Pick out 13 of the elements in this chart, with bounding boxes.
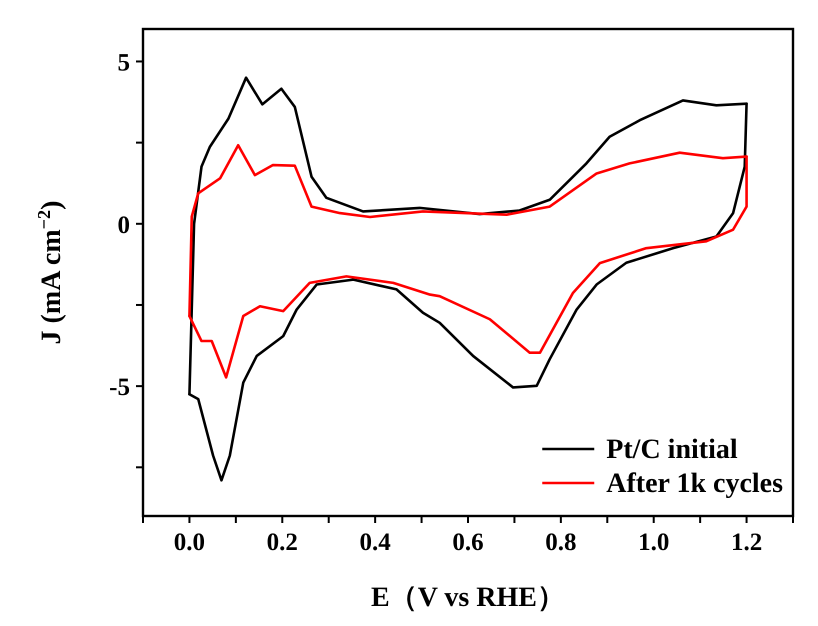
- legend-label: Pt/C initial: [606, 434, 738, 465]
- x-tick-label: 0.6: [452, 529, 484, 556]
- x-tick-label: 0.8: [545, 529, 576, 556]
- x-axis-title: E（V vs RHE）: [371, 582, 565, 613]
- x-tick-label: 1.0: [638, 529, 670, 556]
- y-tick-label: 0: [118, 212, 130, 239]
- x-tick-label: 0.2: [266, 529, 298, 556]
- legend-label: After 1k cycles: [606, 468, 784, 499]
- y-tick-label: -5: [109, 374, 130, 402]
- x-tick-label: 1.2: [730, 529, 762, 556]
- y-tick-label: 5: [118, 49, 130, 76]
- x-tick-label: 0.0: [174, 529, 206, 556]
- x-tick-label: 0.4: [360, 529, 392, 556]
